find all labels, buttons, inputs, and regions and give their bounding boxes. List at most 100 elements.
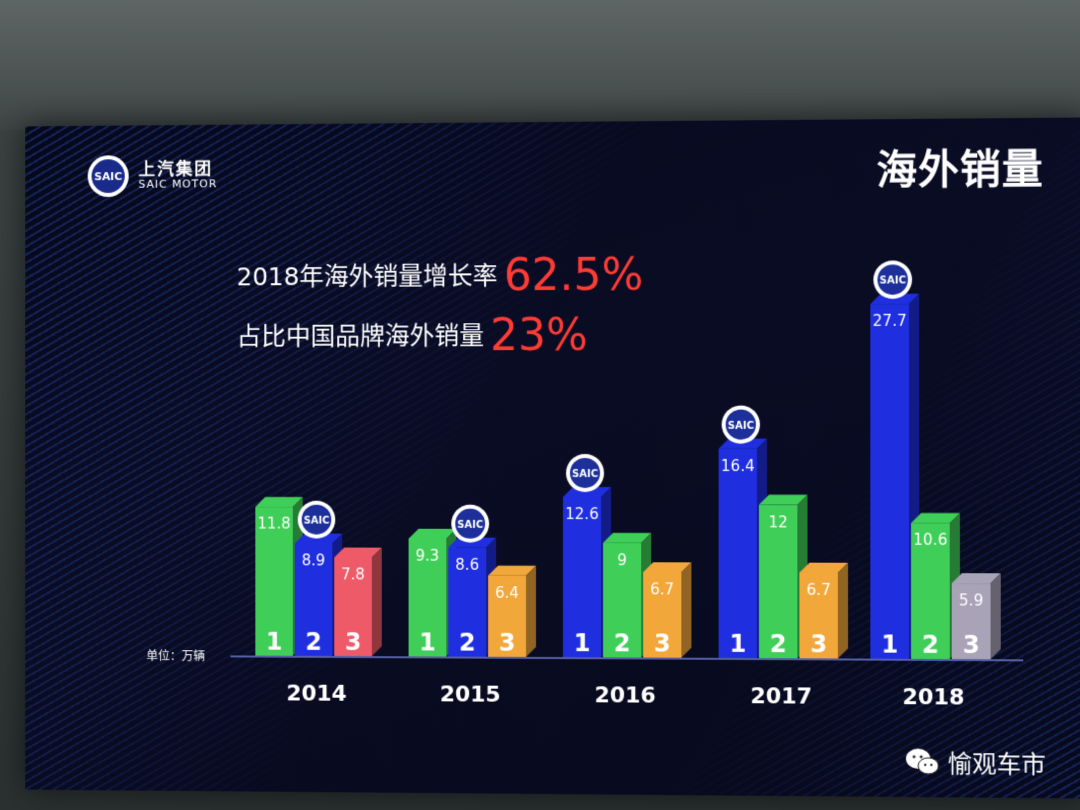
bar-side — [837, 562, 849, 659]
bar-value-label: 16.4 — [721, 457, 755, 475]
bar-rank-label: 2 — [770, 630, 787, 658]
bar-rank-label: 2 — [614, 629, 631, 657]
saic-logo-icon: SAIC — [87, 155, 129, 198]
bar-front — [718, 448, 757, 659]
bar-rank-label: 1 — [881, 630, 898, 659]
bar-value-label: 5.9 — [959, 591, 983, 609]
bar-top — [870, 293, 920, 304]
bar-front — [488, 575, 527, 658]
saic-badge-text: SAIC — [304, 516, 330, 527]
bar-front — [408, 538, 447, 657]
bar-value-label: 12.6 — [565, 505, 598, 523]
bar-front — [643, 572, 682, 658]
saic-badge-icon: SAIC — [565, 453, 604, 492]
bar-value-label: 7.8 — [341, 565, 365, 583]
bar-side — [681, 562, 692, 658]
bar-value-label: 11.8 — [258, 515, 291, 533]
bar-front — [255, 506, 293, 656]
bar-front — [294, 543, 333, 656]
bar-top — [799, 562, 849, 573]
bar-front — [603, 542, 642, 658]
bar-2016-3 — [643, 562, 692, 658]
bar-top — [758, 494, 808, 505]
bar-rank-label: 1 — [266, 628, 282, 656]
background-wall — [0, 0, 1080, 130]
watermark-text: 愉观车市 — [947, 749, 1046, 779]
saic-badge-icon: SAIC — [721, 405, 760, 444]
bar-top — [255, 496, 303, 507]
bar-2017-3 — [799, 562, 849, 659]
bar-value-label: 12 — [769, 513, 788, 531]
bar-front — [951, 583, 991, 660]
saic-badge-icon: SAIC — [451, 504, 490, 543]
saic-badge-text: SAIC — [880, 276, 906, 287]
bar-value-label: 27.7 — [873, 312, 907, 330]
bar-2018-1 — [870, 293, 920, 659]
bar-top — [408, 528, 457, 539]
saic-badge-text: SAIC — [457, 520, 483, 531]
bar-value-label: 9.3 — [416, 546, 440, 564]
bar-side — [371, 547, 382, 657]
unit-label: 单位：万辆 — [146, 649, 205, 663]
bar-2014-3 — [334, 547, 382, 657]
bar-2018-2 — [911, 512, 960, 660]
bar-value-label: 9 — [617, 551, 627, 569]
bar-top — [488, 565, 537, 577]
year-label-2018: 2018 — [902, 685, 964, 711]
year-label-2017: 2017 — [750, 684, 812, 710]
year-label-2016: 2016 — [594, 683, 655, 709]
bar-top — [643, 562, 692, 573]
bar-top — [562, 486, 611, 497]
bar-value-label: 6.7 — [807, 581, 831, 599]
sales-bar-chart: 单位：万辆 11.8 1 8.9 2 SAIC 7.8 3 2014 9.3 1 8.6 2 SAIC 6.… — [146, 260, 1080, 711]
saic-badge-core — [455, 508, 486, 539]
brand-logo: SAIC 上汽集团 SAIC MOTOR — [86, 153, 217, 199]
bar-2015-3 — [488, 565, 537, 658]
bar-top — [911, 512, 960, 524]
saic-badge-text: SAIC — [728, 420, 754, 431]
bar-value-label: 6.7 — [650, 580, 674, 598]
bar-rank-label: 3 — [963, 631, 980, 660]
bar-rank-label: 2 — [305, 628, 322, 656]
bar-rank-label: 3 — [499, 629, 516, 657]
bar-top — [334, 547, 382, 558]
bar-value-label: 8.9 — [302, 551, 326, 569]
bar-top — [294, 533, 343, 544]
saic-badge-core — [301, 504, 332, 535]
bar-rank-label: 2 — [459, 628, 476, 656]
bar-front — [562, 496, 601, 657]
bar-rank-label: 3 — [345, 628, 362, 656]
bar-rank-label: 1 — [729, 630, 746, 658]
bar-rank-label: 3 — [810, 630, 827, 658]
bar-top — [448, 537, 497, 548]
bar-front — [911, 522, 950, 659]
bar-top — [603, 532, 652, 543]
wechat-icon — [905, 748, 940, 776]
year-label-2015: 2015 — [440, 682, 501, 707]
brand-logo-text: SAIC — [94, 170, 122, 183]
saic-badge-icon: SAIC — [873, 260, 913, 299]
bar-value-label: 6.4 — [495, 583, 519, 601]
bar-front — [799, 572, 838, 659]
saic-badge-icon: SAIC — [297, 500, 336, 539]
bar-2018-3 — [951, 573, 1001, 660]
bar-rank-label: 1 — [574, 629, 591, 657]
bar-top — [718, 438, 768, 449]
bar-value-label: 8.6 — [455, 555, 479, 573]
bar-side — [908, 293, 920, 659]
saic-badge-core — [877, 264, 908, 295]
bar-front — [870, 303, 909, 659]
bar-front — [758, 504, 798, 659]
bar-side — [990, 573, 1001, 660]
bar-rank-label: 2 — [922, 630, 939, 659]
saic-badge-core — [569, 457, 600, 488]
bar-front — [448, 547, 487, 657]
bar-rank-label: 3 — [654, 629, 671, 657]
saic-badge-text: SAIC — [572, 469, 598, 480]
bar-front — [334, 557, 372, 657]
bar-top — [951, 573, 1001, 584]
year-label-2014: 2014 — [286, 681, 346, 706]
bar-value-label: 10.6 — [913, 531, 947, 549]
watermark: 愉观车市 — [905, 744, 1046, 780]
bar-rank-label: 1 — [419, 628, 436, 656]
